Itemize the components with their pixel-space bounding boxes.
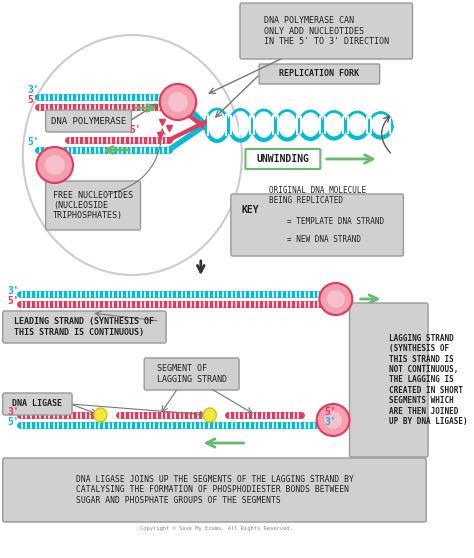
Ellipse shape (36, 147, 73, 183)
Text: DNA POLYMERASE CAN
ONLY ADD NUCLEOTIDES
IN THE 5' TO 3' DIRECTION: DNA POLYMERASE CAN ONLY ADD NUCLEOTIDES … (264, 16, 389, 46)
Text: DNA POLYMERASE: DNA POLYMERASE (51, 117, 126, 126)
FancyBboxPatch shape (240, 3, 412, 59)
Text: 5': 5' (27, 137, 39, 147)
Text: LEADING STRAND (SYNTHESIS OF
THIS STRAND IS CONTINUOUS): LEADING STRAND (SYNTHESIS OF THIS STRAND… (14, 318, 155, 336)
Text: 5': 5' (129, 125, 141, 135)
Text: 3': 3' (7, 286, 19, 296)
Text: 3': 3' (7, 407, 19, 417)
Text: FREE NUCLEOTIDES
(NUCLEOSIDE
TRIPHOSPHATES): FREE NUCLEOTIDES (NUCLEOSIDE TRIPHOSPHAT… (53, 191, 133, 220)
Text: 5': 5' (7, 417, 19, 427)
FancyBboxPatch shape (46, 181, 141, 230)
Text: = NEW DNA STRAND: = NEW DNA STRAND (287, 235, 362, 244)
Text: 5': 5' (27, 95, 39, 105)
FancyBboxPatch shape (144, 358, 239, 390)
FancyBboxPatch shape (259, 64, 380, 84)
Text: LAGGING STRAND
(SYNTHESIS OF
THIS STRAND IS
NOT CONTINUOUS,
THE LAGGING IS
CREAT: LAGGING STRAND (SYNTHESIS OF THIS STRAND… (389, 334, 467, 426)
Text: 5': 5' (7, 296, 19, 306)
FancyBboxPatch shape (246, 149, 320, 169)
Ellipse shape (317, 404, 349, 436)
Text: 3': 3' (324, 417, 336, 427)
Ellipse shape (203, 408, 216, 422)
Ellipse shape (168, 92, 188, 112)
Text: Copyright © Save My Exams. All Rights Reserved.: Copyright © Save My Exams. All Rights Re… (140, 526, 292, 531)
Text: UNWINDING: UNWINDING (256, 154, 310, 164)
Text: DNA LIGASE JOINS UP THE SEGMENTS OF THE LAGGING STRAND BY
CATALYSING THE FORMATI: DNA LIGASE JOINS UP THE SEGMENTS OF THE … (75, 475, 354, 505)
Ellipse shape (319, 283, 352, 315)
FancyBboxPatch shape (3, 393, 72, 415)
Text: SEGMENT OF
LAGGING STRAND: SEGMENT OF LAGGING STRAND (156, 364, 227, 384)
Text: 3': 3' (27, 85, 39, 95)
FancyBboxPatch shape (3, 458, 426, 522)
FancyBboxPatch shape (3, 311, 166, 343)
Text: REPLICATION FORK: REPLICATION FORK (279, 70, 359, 79)
Ellipse shape (327, 290, 345, 308)
Text: ORIGINAL DNA MOLECULE
BEING REPLICATED: ORIGINAL DNA MOLECULE BEING REPLICATED (269, 186, 366, 205)
Ellipse shape (324, 411, 342, 429)
Ellipse shape (160, 84, 196, 120)
Ellipse shape (94, 408, 107, 422)
Circle shape (23, 35, 242, 275)
Text: DNA LIGASE: DNA LIGASE (12, 400, 63, 408)
FancyBboxPatch shape (349, 303, 428, 457)
FancyBboxPatch shape (231, 194, 403, 256)
Text: 5': 5' (324, 407, 336, 417)
Text: = TEMPLATE DNA STRAND: = TEMPLATE DNA STRAND (287, 218, 384, 227)
Text: KEY: KEY (242, 205, 259, 215)
Ellipse shape (45, 155, 65, 175)
FancyBboxPatch shape (46, 110, 131, 132)
